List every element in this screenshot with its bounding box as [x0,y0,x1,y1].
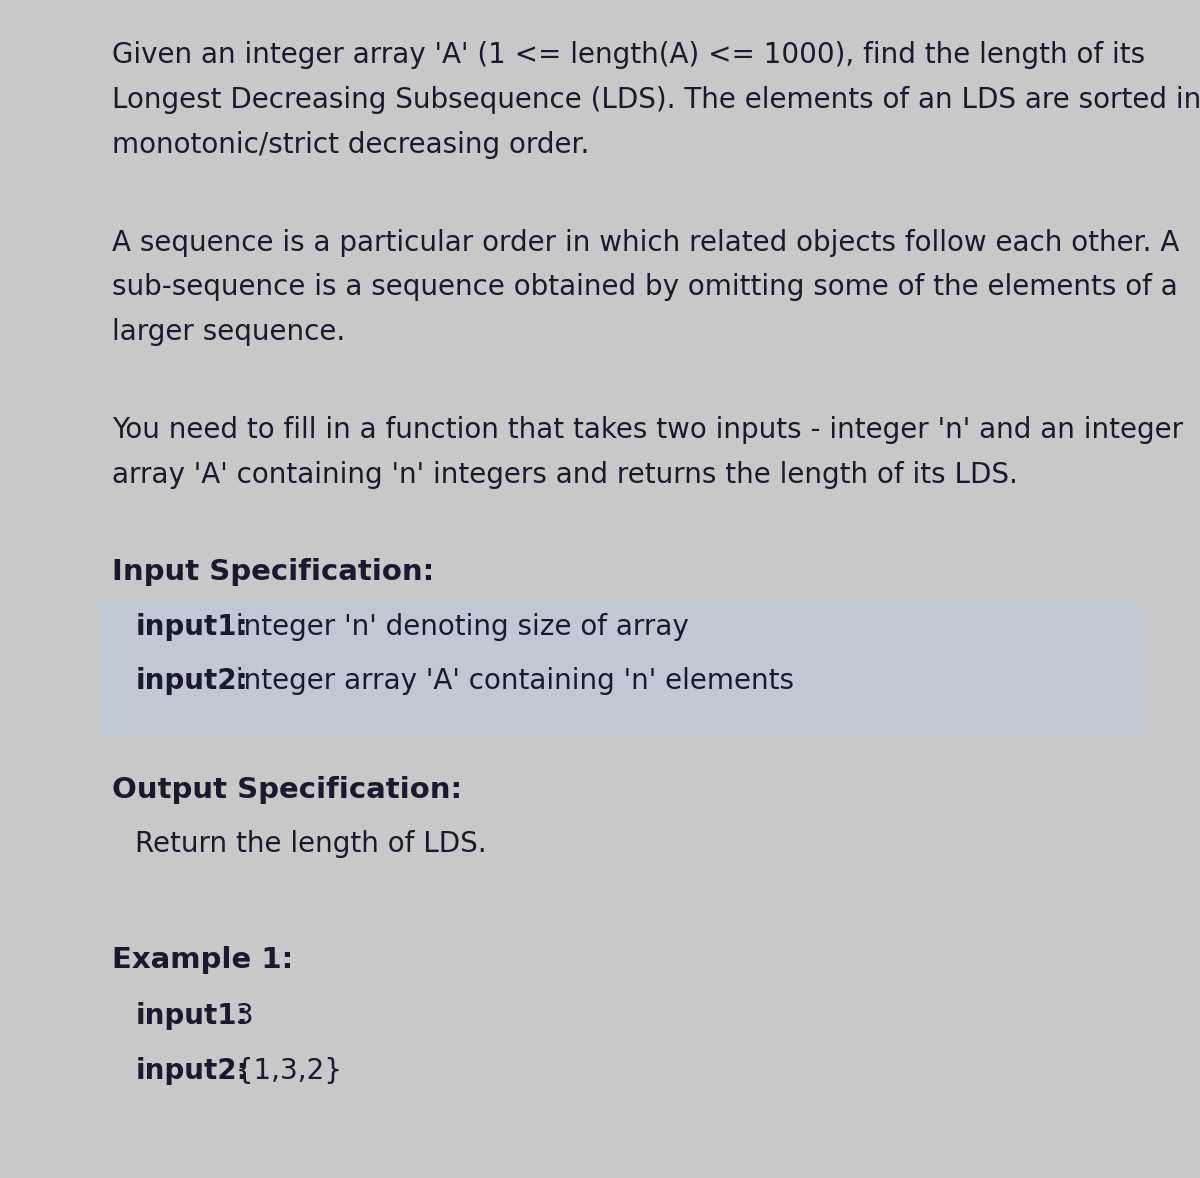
Text: integer 'n' denoting size of array: integer 'n' denoting size of array [227,613,689,641]
Text: Example 1:: Example 1: [112,946,293,974]
Text: input2:: input2: [136,1057,248,1085]
Text: larger sequence.: larger sequence. [112,318,346,346]
Text: Return the length of LDS.: Return the length of LDS. [136,830,487,859]
Text: sub-sequence is a sequence obtained by omitting some of the elements of a: sub-sequence is a sequence obtained by o… [112,273,1177,302]
Text: A sequence is a particular order in which related objects follow each other. A: A sequence is a particular order in whic… [112,229,1180,257]
Text: Given an integer array 'A' (1 <= length(A) <= 1000), find the length of its: Given an integer array 'A' (1 <= length(… [112,41,1145,70]
Text: array 'A' containing 'n' integers and returns the length of its LDS.: array 'A' containing 'n' integers and re… [112,461,1018,489]
Text: input1:: input1: [136,1002,248,1031]
Text: Output Specification:: Output Specification: [112,776,462,805]
Text: Input Specification:: Input Specification: [112,558,434,587]
Text: monotonic/strict decreasing order.: monotonic/strict decreasing order. [112,131,589,159]
Text: 3: 3 [227,1002,253,1031]
Text: integer array 'A' containing 'n' elements: integer array 'A' containing 'n' element… [227,667,793,695]
Text: input2:: input2: [136,667,248,695]
Bar [101,603,1141,737]
Text: input1:: input1: [136,613,248,641]
Text: {1,3,2}: {1,3,2} [227,1057,342,1085]
Text: Longest Decreasing Subsequence (LDS). The elements of an LDS are sorted in: Longest Decreasing Subsequence (LDS). Th… [112,86,1200,114]
Text: You need to fill in a function that takes two inputs - integer 'n' and an intege: You need to fill in a function that take… [112,416,1183,444]
